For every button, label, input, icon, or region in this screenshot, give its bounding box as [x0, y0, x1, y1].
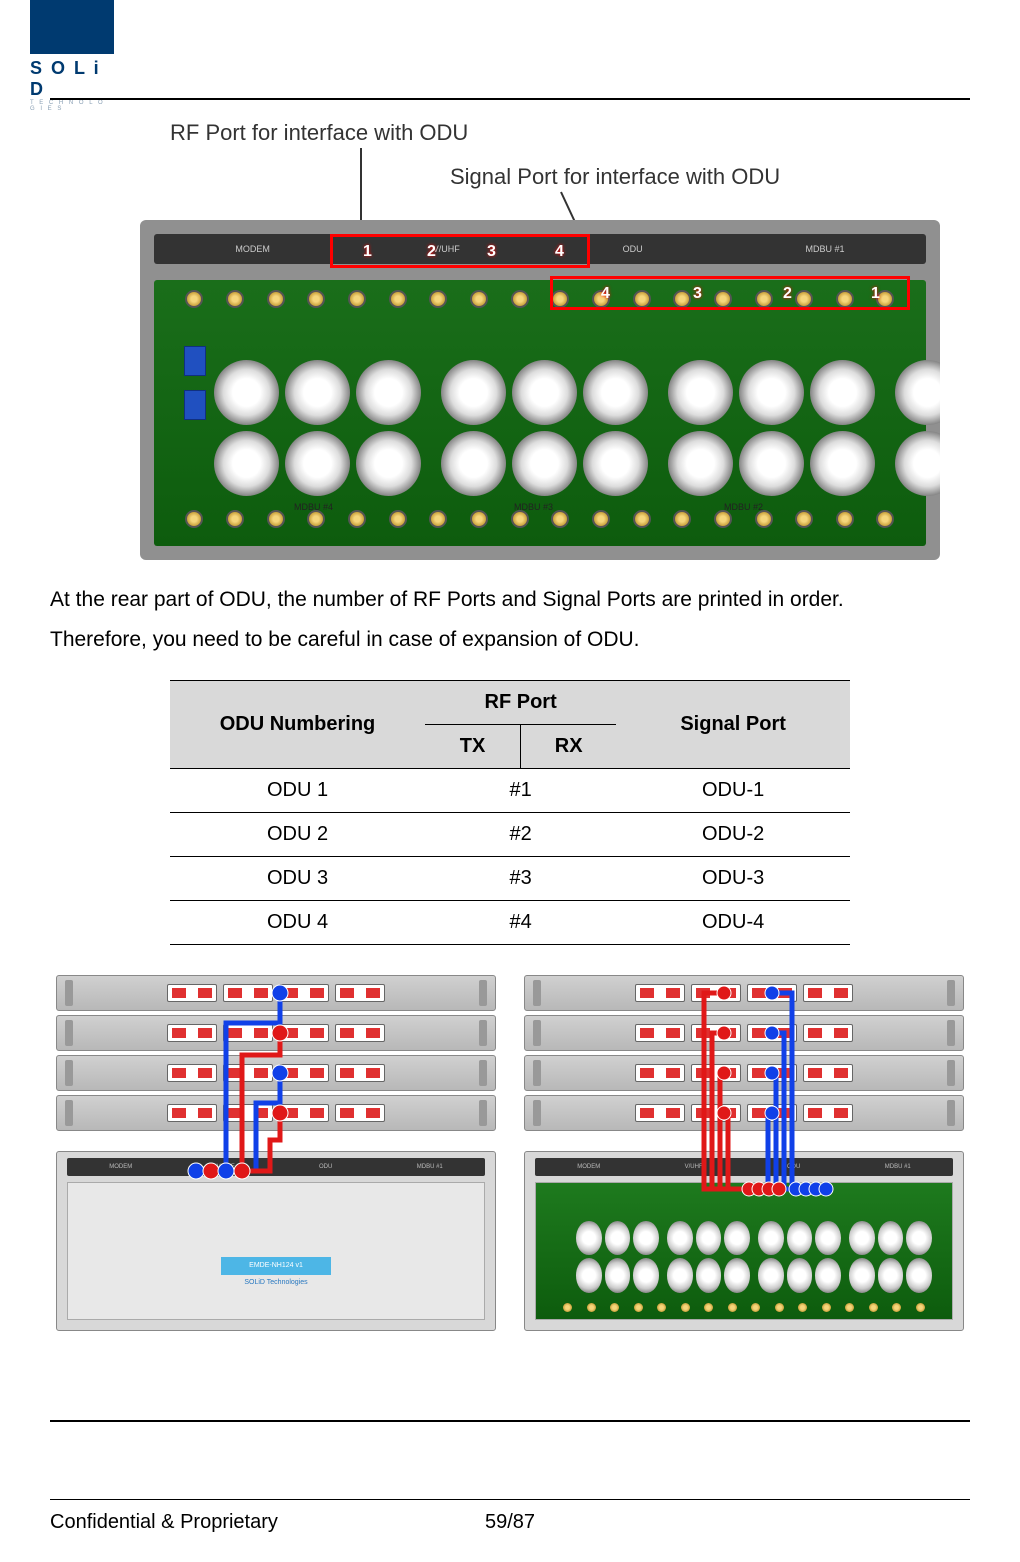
th-signal-port: Signal Port [616, 680, 850, 768]
rf-port-grid-small [576, 1221, 932, 1293]
chassis-pcb-rear [535, 1182, 953, 1320]
cell-odu: ODU 3 [170, 856, 425, 900]
pcb-board: MODEM V/UHF ODU MDBU #1 [140, 220, 940, 560]
odu-rack-unit [56, 1015, 496, 1051]
pcb-top-label: MDBU #1 [806, 244, 845, 254]
port-number: 2 [427, 243, 436, 261]
footer-rule [50, 1499, 970, 1500]
wiring-figure-row: MODEM V/UHF ODU MDBU #1 EMDE-NH124 v1 SO… [56, 975, 964, 1365]
connector-icon [185, 290, 203, 308]
odu-rack-unit [524, 1015, 964, 1051]
th-odu-numbering: ODU Numbering [170, 680, 425, 768]
highlight-box-rf: 1 2 3 4 [330, 234, 590, 268]
body-paragraph: At the rear part of ODU, the number of R… [50, 580, 970, 660]
rf-port-grid [214, 360, 886, 496]
odu-rack-unit [524, 1055, 964, 1091]
table-row: ODU 2#2ODU-2 [170, 812, 850, 856]
bar-label: MDBU #1 [417, 1164, 443, 1170]
bar-label: V/UHF [217, 1164, 235, 1170]
odu-rack-unit [56, 1055, 496, 1091]
pcb-green-area: MDBU #4 MDBU #3 MDBU #2 [154, 280, 926, 546]
bar-label: MDBU #1 [885, 1164, 911, 1170]
cell-rf: #2 [425, 812, 616, 856]
port-number: 1 [363, 243, 372, 261]
port-number: 4 [601, 285, 610, 303]
port-number: 4 [555, 243, 564, 261]
cell-signal: ODU-4 [616, 900, 850, 944]
connector-row-small [556, 1303, 932, 1317]
logo-sub: T E C H N O L O G I E S [30, 100, 114, 112]
callout-signal-port: Signal Port for interface with ODU [450, 164, 780, 190]
product-label: EMDE-NH124 v1 [221, 1257, 331, 1275]
content-end-rule [50, 1420, 970, 1422]
page-footer: Confidential & Proprietary 59/87 [50, 1511, 970, 1534]
port-number: 3 [487, 243, 496, 261]
chassis-front-panel: EMDE-NH124 v1 SOLiD Technologies [67, 1182, 485, 1320]
bar-label: MODEM [577, 1164, 600, 1170]
odu-rack-unit [56, 1095, 496, 1131]
body-line: At the rear part of ODU, the number of R… [50, 588, 844, 611]
chassis-top-bar: MODEM V/UHF ODU MDBU #1 [67, 1158, 485, 1176]
port-number: 1 [871, 285, 880, 303]
table-row: ODU 3#3ODU-3 [170, 856, 850, 900]
cell-odu: ODU 1 [170, 768, 425, 812]
cell-rf: #1 [425, 768, 616, 812]
cell-rf: #4 [425, 900, 616, 944]
table-row: ODU 4#4ODU-4 [170, 900, 850, 944]
th-rx: RX [521, 724, 617, 768]
chassis-top-bar: MODEM V/UHF ODU MDBU #1 [535, 1158, 953, 1176]
bar-label: MODEM [109, 1164, 132, 1170]
figure-pcb-callouts: RF Port for interface with ODU Signal Po… [140, 120, 960, 560]
logo-brand: S O L i D [30, 58, 114, 100]
connector-row [154, 510, 926, 540]
cell-signal: ODU-1 [616, 768, 850, 812]
bar-label: ODU [787, 1164, 800, 1170]
bottom-chassis: MODEM V/UHF ODU MDBU #1 EMDE-NH124 v1 SO… [56, 1151, 496, 1331]
th-tx: TX [425, 724, 521, 768]
bottom-chassis: MODEM V/UHF ODU MDBU #1 [524, 1151, 964, 1331]
odu-rack-unit [56, 975, 496, 1011]
bar-label: ODU [319, 1164, 332, 1170]
cell-signal: ODU-3 [616, 856, 850, 900]
port-number: 3 [693, 285, 702, 303]
odu-rack-unit [524, 1095, 964, 1131]
port-number: 2 [783, 285, 792, 303]
body-line: Therefore, you need to be careful in cas… [50, 628, 640, 651]
footer-page-number: 59/87 [357, 1511, 664, 1534]
footer-confidential: Confidential & Proprietary [50, 1511, 357, 1534]
header-rule [50, 98, 970, 100]
cell-signal: ODU-2 [616, 812, 850, 856]
bar-label: V/UHF [685, 1164, 703, 1170]
pcb-top-label: MODEM [235, 244, 270, 254]
mdbu-label: MDBU #2 [724, 502, 763, 512]
mdbu-label: MDBU #3 [514, 502, 553, 512]
cell-odu: ODU 2 [170, 812, 425, 856]
logo: S O L i D T E C H N O L O G I E S [30, 0, 114, 112]
product-sublabel: SOLiD Technologies [244, 1279, 307, 1286]
th-rf-port: RF Port [425, 680, 616, 724]
mdbu-label: MDBU #4 [294, 502, 333, 512]
blue-module [184, 346, 206, 376]
callout-rf-port: RF Port for interface with ODU [170, 120, 468, 146]
cell-odu: ODU 4 [170, 900, 425, 944]
odu-port-table: ODU Numbering RF Port Signal Port TX RX … [170, 680, 850, 945]
wiring-diagram-right: MODEM V/UHF ODU MDBU #1 [524, 975, 964, 1365]
odu-rack-unit [524, 975, 964, 1011]
blue-module [184, 390, 206, 420]
cell-rf: #3 [425, 856, 616, 900]
logo-square [30, 0, 114, 54]
highlight-box-signal: 4 3 2 1 [550, 276, 910, 310]
table-row: ODU 1#1ODU-1 [170, 768, 850, 812]
pcb-top-label: ODU [623, 244, 643, 254]
wiring-diagram-left: MODEM V/UHF ODU MDBU #1 EMDE-NH124 v1 SO… [56, 975, 496, 1365]
